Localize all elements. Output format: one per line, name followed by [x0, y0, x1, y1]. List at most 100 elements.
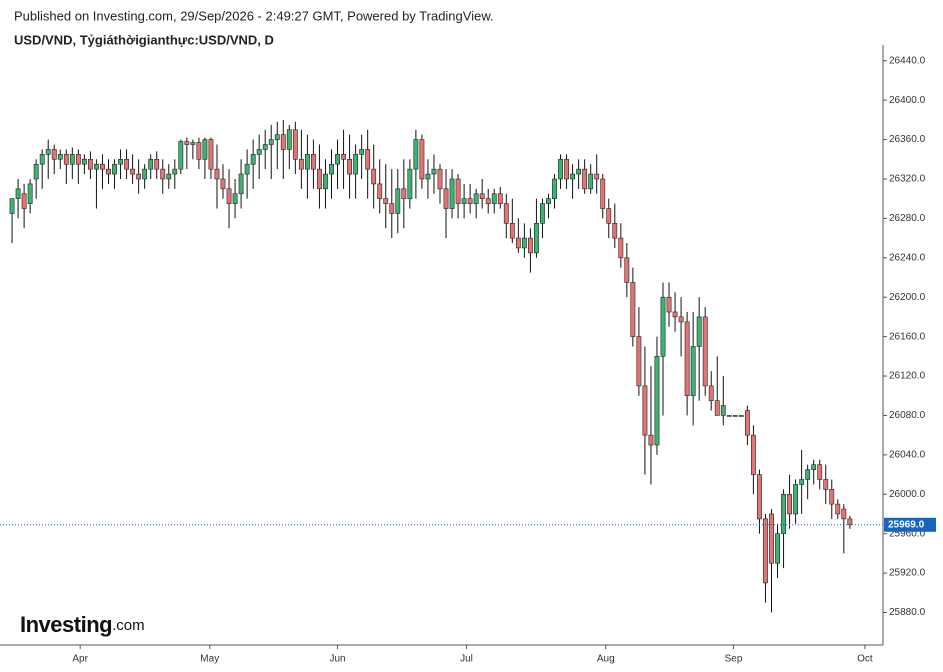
candle-body [781, 493, 786, 534]
x-tick-label: Apr [72, 654, 88, 665]
y-tick-label: 26160.0 [889, 331, 926, 342]
candle-body [304, 154, 310, 170]
candle-body [684, 321, 690, 397]
candle-body [425, 173, 431, 180]
candle-body [419, 139, 425, 180]
candle-body [793, 484, 799, 515]
candle-body [630, 282, 636, 337]
x-tick-label: Aug [597, 654, 615, 665]
candle-body [666, 296, 672, 313]
candle-body [443, 188, 449, 209]
candle-body [202, 139, 208, 160]
y-tick-label: 26320.0 [889, 174, 926, 185]
candle-body [654, 356, 660, 446]
candle-body [347, 158, 352, 175]
y-tick-label: 26400.0 [889, 95, 926, 106]
candle-body [491, 193, 497, 204]
candle-body [732, 415, 738, 417]
candle-body [509, 223, 515, 239]
candle-body [311, 154, 316, 170]
candle-body [600, 178, 606, 209]
candle-body [672, 311, 678, 318]
last-price-label: 25969.0 [888, 519, 925, 530]
candle-body [359, 149, 365, 155]
candle-body [817, 464, 823, 480]
candle-body [178, 141, 184, 170]
candle-body [594, 173, 600, 180]
candle-body [154, 158, 160, 170]
candle-body [33, 163, 39, 180]
candle-body [220, 178, 226, 190]
candle-body [612, 223, 618, 239]
candle-body [15, 188, 21, 199]
candle-body [365, 149, 371, 170]
candle-body [497, 193, 503, 204]
candle-body [606, 208, 612, 224]
candle-body [244, 163, 250, 175]
candle-body [51, 149, 57, 160]
candle-body [805, 469, 811, 480]
x-tick-label: Jul [460, 654, 473, 665]
candle-body [335, 154, 340, 165]
candle-body [250, 154, 256, 165]
candle-body [431, 168, 437, 175]
y-tick-label: 25880.0 [889, 607, 926, 618]
candle-body [130, 168, 136, 175]
candle-body [57, 154, 63, 160]
candle-body [353, 154, 359, 175]
candle-body [540, 203, 545, 224]
candle-body [94, 163, 99, 170]
candle-body [534, 223, 539, 254]
candle-body [588, 173, 594, 190]
candle-body [570, 173, 576, 180]
candle-body [124, 158, 129, 170]
candle-body [413, 139, 419, 170]
candle-body [323, 173, 328, 190]
candle-body [702, 316, 708, 387]
candle-body [823, 479, 829, 490]
candle-body [720, 405, 726, 416]
candle-body [317, 168, 322, 190]
candle-body [636, 336, 642, 387]
candle-body [582, 168, 588, 190]
candle-body [184, 141, 190, 145]
candle-body [9, 198, 15, 214]
candle-body [112, 163, 117, 175]
candle-body [238, 173, 244, 195]
candle-body [708, 385, 714, 401]
candle-body [696, 316, 702, 347]
candle-body [527, 237, 533, 254]
candle-body [21, 193, 27, 209]
candle-body [455, 178, 461, 204]
y-tick-label: 26080.0 [889, 410, 926, 421]
candle-body [142, 168, 148, 180]
candle-body [618, 237, 624, 259]
candle-body [576, 168, 582, 175]
candle-body [226, 188, 232, 204]
candle-body [292, 129, 298, 160]
x-tick-label: Sep [725, 654, 743, 665]
candle-body [69, 154, 75, 165]
candle-body [401, 188, 407, 199]
candle-body [383, 198, 389, 204]
candle-body [389, 203, 395, 214]
candle-body [45, 149, 51, 155]
candle-body [286, 129, 292, 150]
candle-body [738, 415, 744, 417]
candle-body [329, 163, 334, 175]
y-tick-label: 26120.0 [889, 371, 926, 382]
candle-body [564, 158, 569, 180]
candle-body [27, 183, 33, 204]
candle-body [256, 149, 262, 155]
logo: Investing.com [20, 612, 145, 637]
candle-body [274, 134, 280, 140]
candle-body [678, 316, 684, 323]
candle-body [106, 168, 111, 175]
candle-body [449, 178, 455, 209]
candle-body [341, 154, 346, 160]
candle-body [751, 434, 756, 475]
candle-body [642, 385, 648, 436]
candle-body [515, 237, 521, 249]
candle-body [100, 163, 105, 170]
y-tick-label: 26200.0 [889, 292, 926, 303]
